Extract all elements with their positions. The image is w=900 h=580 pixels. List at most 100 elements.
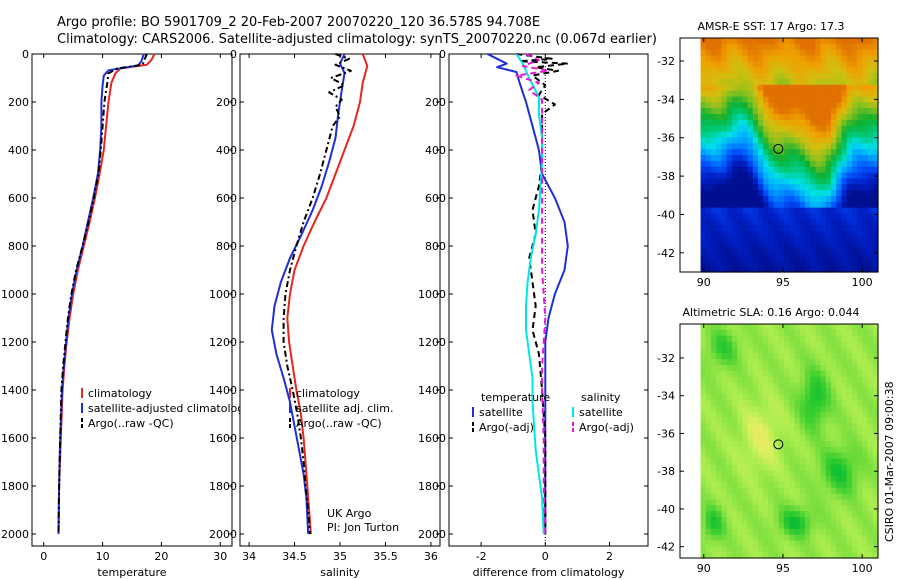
heatmap-cell (836, 219, 843, 226)
heatmap-cell (763, 248, 770, 256)
heatmap-cell (742, 423, 749, 430)
heatmap-cell (872, 499, 879, 506)
heatmap-cell (763, 522, 770, 530)
heatmap-cell (794, 458, 801, 465)
heatmap-cell (789, 359, 796, 366)
heatmap-cell (820, 149, 827, 156)
heatmap-cell (716, 546, 723, 553)
heatmap-cell (757, 359, 764, 366)
heatmap-cell (784, 90, 790, 98)
heatmap-cell (700, 190, 707, 197)
heatmap-cell (836, 248, 843, 256)
heatmap-cell (763, 499, 770, 506)
heatmap-cell (789, 335, 796, 343)
heatmap-cell (731, 219, 738, 226)
heatmap-cell (773, 231, 780, 238)
heatmap-cell (831, 96, 837, 103)
heatmap-cell (820, 61, 827, 68)
heatmap-cell (778, 493, 785, 501)
heatmap-cell (737, 155, 743, 162)
heatmap-cell (752, 476, 759, 483)
heatmap-cell (794, 61, 801, 68)
heatmap-cell (737, 429, 743, 436)
heatmap-cell (778, 540, 785, 547)
heatmap-cell (711, 236, 717, 244)
heatmap-cell (700, 423, 707, 430)
heatmap-cell (872, 540, 879, 547)
heatmap-cell (836, 540, 843, 547)
heatmap-cell (737, 114, 743, 121)
heatmap-cell (773, 499, 780, 506)
heatmap-cell (794, 236, 801, 244)
heatmap-cell (810, 108, 816, 115)
heatmap-cell (757, 184, 764, 191)
heatmap-cell (851, 423, 858, 430)
heatmap-cell (757, 353, 764, 360)
heatmap-cell (846, 114, 853, 121)
heatmap-cell (799, 540, 806, 547)
heatmap-cell (711, 43, 717, 51)
heatmap-cell (705, 149, 712, 156)
heatmap-cell (831, 359, 837, 366)
legend-label: satellite (579, 406, 623, 419)
heatmap-cell (825, 108, 832, 115)
heatmap-cell (757, 487, 764, 495)
heatmap-cell (851, 236, 858, 244)
heatmap-cell (872, 254, 879, 261)
heatmap-cell (815, 213, 822, 220)
heatmap-cell (825, 540, 832, 547)
heatmap-cell (768, 470, 775, 477)
heatmap-cell (810, 423, 816, 430)
heatmap-cell (799, 137, 806, 144)
heatmap-cell (831, 546, 837, 553)
heatmap-cell (737, 166, 743, 174)
heatmap-cell (757, 411, 764, 419)
heatmap-cell (742, 225, 749, 232)
heatmap-cell (705, 172, 712, 179)
heatmap-cell (726, 376, 733, 384)
heatmap-cell (857, 119, 863, 127)
heatmap-cell (789, 49, 796, 57)
heatmap-cell (747, 90, 754, 98)
heatmap-cell (752, 137, 759, 144)
heatmap-cell (752, 329, 759, 337)
y-tick-label: -42 (657, 247, 675, 260)
heatmap-cell (851, 347, 858, 354)
heatmap-cell (700, 61, 707, 68)
heatmap-cell (820, 201, 827, 209)
heatmap-cell (721, 67, 728, 74)
heatmap-cell (773, 131, 780, 139)
heatmap-cell (700, 522, 707, 530)
heatmap-cell (768, 102, 775, 109)
heatmap-cell (867, 178, 874, 185)
heatmap-cell (711, 347, 717, 354)
heatmap-cell (867, 499, 874, 506)
heatmap-cell (778, 114, 785, 121)
legend-label: Argo(..raw -QC) (296, 417, 382, 430)
plot-frame (239, 53, 441, 547)
heatmap-cell (731, 441, 738, 448)
heatmap-cell (768, 114, 775, 121)
heatmap-cell (794, 231, 801, 238)
heatmap-cell (711, 260, 717, 267)
heatmap-cell (872, 476, 879, 483)
y-tick-label: 1000 (209, 288, 237, 301)
heatmap-cell (768, 540, 775, 547)
heatmap-cell (778, 236, 785, 244)
heatmap-cell (773, 67, 780, 74)
heatmap-cell (810, 411, 816, 419)
heatmap-cell (768, 335, 775, 343)
heatmap-cell (862, 540, 869, 547)
heatmap-cell (778, 61, 785, 68)
heatmap-cell (752, 446, 759, 454)
heatmap-cell (836, 441, 843, 448)
heatmap-cell (846, 429, 853, 436)
heatmap-cell (778, 499, 785, 506)
heatmap-cell (841, 225, 848, 232)
heatmap-cell (768, 329, 775, 337)
heatmap-cell (711, 219, 717, 226)
heatmap-cell (867, 452, 874, 460)
heatmap-cell (857, 201, 863, 209)
heatmap-cell (857, 236, 863, 244)
heatmap-cell (867, 470, 874, 477)
